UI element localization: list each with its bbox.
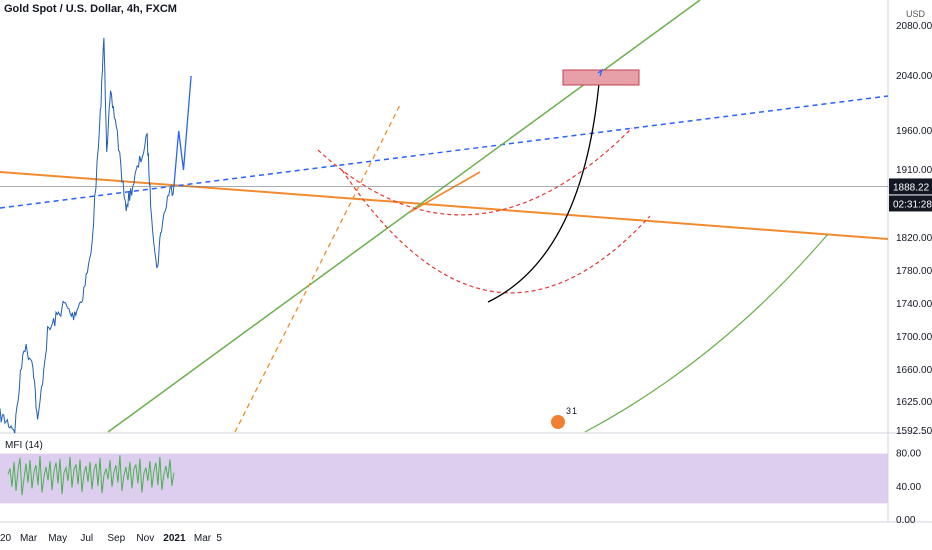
- x-tick-label: 2020: [0, 533, 12, 544]
- y-tick-label: 1780.00: [896, 266, 932, 277]
- mfi-layer: [7, 455, 175, 496]
- price-series: [0, 37, 175, 434]
- y-tick-label: 1700.00: [896, 332, 932, 343]
- target-zone: [562, 69, 640, 86]
- event-icon: [551, 415, 565, 429]
- orange-dashed-line: [234, 104, 401, 433]
- x-tick-label: Sep: [107, 533, 125, 544]
- price-pane: [0, 0, 888, 432]
- orange-segment: [409, 171, 481, 213]
- x-tick-label: Mar: [194, 533, 212, 544]
- y-tick-label: 1592.50: [896, 426, 932, 437]
- x-tick-label: 2021: [163, 533, 186, 544]
- annotation-count-3: 3: [566, 406, 571, 416]
- last-price-badge: [889, 178, 932, 195]
- black-parabola: [487, 71, 601, 303]
- red-dashed-arc-lower: [341, 169, 651, 294]
- last-price-label: 1888.22: [893, 182, 930, 193]
- x-tick-label: 5: [216, 533, 222, 544]
- mfi-tick-label: 80.00: [896, 449, 921, 460]
- x-tick-label: May: [48, 533, 67, 544]
- countdown-badge: [889, 195, 932, 212]
- price-layer: [0, 37, 175, 434]
- red-dashed-arc-upper: [317, 127, 633, 216]
- projection-path: [173, 75, 192, 187]
- mfi-title: MFI (14): [5, 440, 43, 451]
- mfi-series: [7, 455, 175, 496]
- y-axis: 2080.00 2040.00 1960.00 1910.00 1820.00 1780.…: [896, 21, 932, 437]
- projection-arrowhead: [597, 68, 604, 77]
- orange-trendline: [0, 171, 889, 240]
- y-tick-label: 1910.00: [896, 165, 932, 176]
- green-curve: [584, 233, 829, 433]
- y-tick-label: 1625.00: [896, 397, 932, 408]
- mfi-tick-label: 40.00: [896, 482, 921, 493]
- mfi-y-axis: 80.00 40.00 0.00: [896, 449, 921, 526]
- y-tick-label: 1960.00: [896, 126, 932, 137]
- x-tick-label: Jul: [80, 533, 93, 544]
- y-tick-label: 2040.00: [896, 71, 932, 82]
- y-tick-label: 1820.00: [896, 233, 932, 244]
- x-axis: 2020 Mar May Jul Sep Nov 2021 Mar 5: [0, 533, 222, 544]
- x-tick-label: Nov: [136, 533, 154, 544]
- annotation-count-1: 1: [572, 406, 577, 416]
- x-tick-label: Mar: [20, 533, 38, 544]
- chart-title: Gold Spot / U.S. Dollar, 4h, FXCM: [4, 3, 177, 15]
- y-tick-label: 2080.00: [896, 21, 932, 32]
- y-tick-label: 1740.00: [896, 299, 932, 310]
- mfi-tick-label: 0.00: [896, 515, 916, 526]
- y-tick-label: 1660.00: [896, 365, 932, 376]
- currency-unit: USD: [906, 9, 926, 19]
- countdown-label: 02:31:28: [893, 199, 932, 210]
- price-badges: 1888.22 02:31:28: [889, 178, 932, 212]
